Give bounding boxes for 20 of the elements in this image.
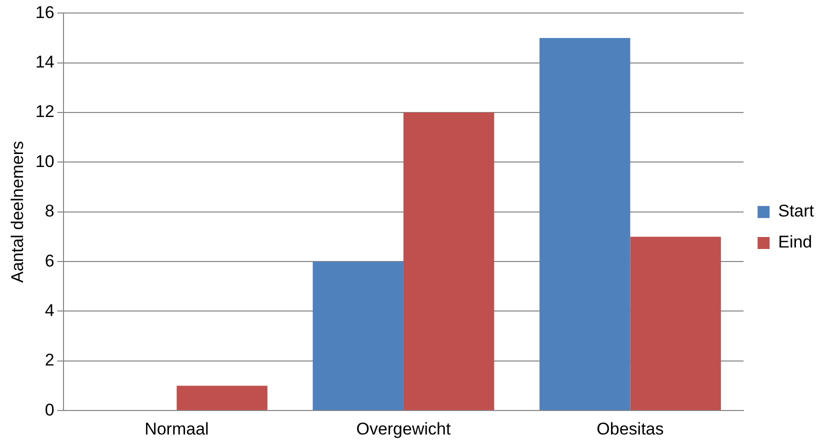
legend-label: Eind [778, 232, 812, 252]
legend-label: Start [778, 202, 814, 221]
y-tick-label: 14 [35, 52, 54, 72]
y-tick-label: 6 [44, 251, 54, 270]
y-tick-label: 10 [35, 152, 54, 171]
bar [176, 386, 268, 410]
y-tick-label: 0 [44, 400, 54, 420]
y-tick-label: 16 [35, 2, 54, 22]
bar [403, 112, 494, 410]
y-tick-label: 2 [44, 350, 54, 370]
bar [540, 38, 630, 410]
y-axis-title: Aantal deelnemers [8, 141, 27, 283]
x-tick-label: Normaal [144, 419, 209, 438]
x-tick-label: Obesitas [596, 419, 664, 438]
bar [312, 262, 404, 410]
bar [630, 236, 721, 410]
y-tick-label: 8 [44, 202, 54, 221]
y-tick-label: 12 [35, 102, 54, 122]
x-tick-label: Overgewicht [356, 419, 451, 438]
y-tick-label: 4 [44, 300, 54, 320]
